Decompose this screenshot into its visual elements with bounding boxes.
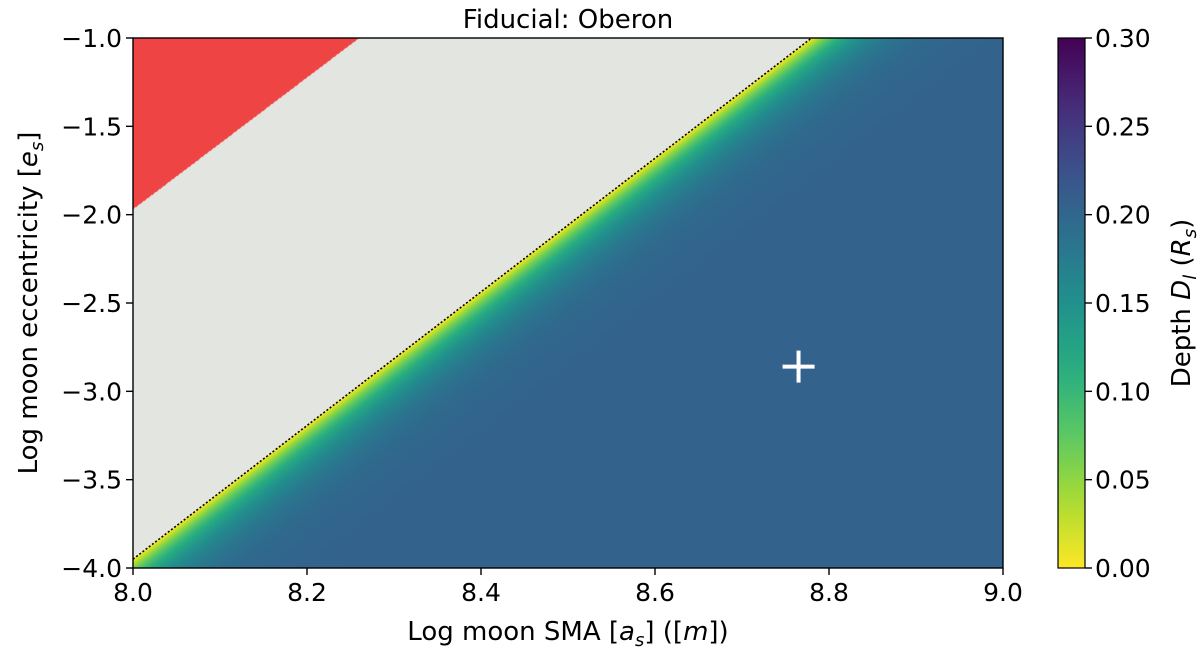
chart-title: Fiducial: Oberon bbox=[463, 5, 673, 35]
colorbar-tick-label: 0.30 bbox=[1095, 24, 1151, 53]
y-axis: −1.0 −1.5 −2.0 −2.5 −3.0 −3.5 −4.0 bbox=[61, 24, 133, 583]
y-tick-label: −3.0 bbox=[61, 377, 122, 406]
colorbar bbox=[1057, 37, 1086, 569]
x-tick-label: 8.6 bbox=[635, 578, 675, 607]
y-axis-label: Log moon eccentricity [es] bbox=[14, 132, 48, 475]
colorbar-tick-label: 0.10 bbox=[1095, 377, 1151, 406]
colorbar-tick-label: 0.15 bbox=[1095, 289, 1151, 318]
x-axis: 8.0 8.2 8.4 8.6 8.8 9.0 bbox=[113, 568, 1023, 607]
y-tick-label: −1.0 bbox=[61, 24, 122, 53]
y-tick-label: −3.5 bbox=[61, 466, 122, 495]
fiducial-marker bbox=[782, 350, 815, 383]
y-tick-label: −4.0 bbox=[61, 554, 122, 583]
heatmap-image bbox=[133, 38, 1003, 568]
y-tick-label: −2.5 bbox=[61, 289, 122, 318]
colorbar-label: Depth Dl (Rs) bbox=[1167, 219, 1200, 388]
colorbar-tick-label: 0.25 bbox=[1095, 112, 1151, 141]
stability-boundary-line bbox=[133, 38, 813, 560]
y-tick-label: −2.0 bbox=[61, 201, 122, 230]
colorbar-axis: 0.00 0.05 0.10 0.15 0.20 0.25 0.30 bbox=[1085, 24, 1151, 583]
x-tick-label: 8.0 bbox=[113, 578, 153, 607]
x-tick-label: 9.0 bbox=[983, 578, 1023, 607]
colorbar-tick-label: 0.20 bbox=[1095, 201, 1151, 230]
x-tick-label: 8.8 bbox=[809, 578, 849, 607]
y-tick-label: −1.5 bbox=[61, 112, 122, 141]
x-tick-label: 8.2 bbox=[287, 578, 327, 607]
x-tick-label: 8.4 bbox=[461, 578, 501, 607]
colorbar-tick-label: 0.00 bbox=[1095, 554, 1151, 583]
x-axis-label: Log moon SMA [as] ([m]) bbox=[407, 617, 728, 651]
colorbar-tick-label: 0.05 bbox=[1095, 466, 1151, 495]
plot-area bbox=[133, 38, 1003, 568]
